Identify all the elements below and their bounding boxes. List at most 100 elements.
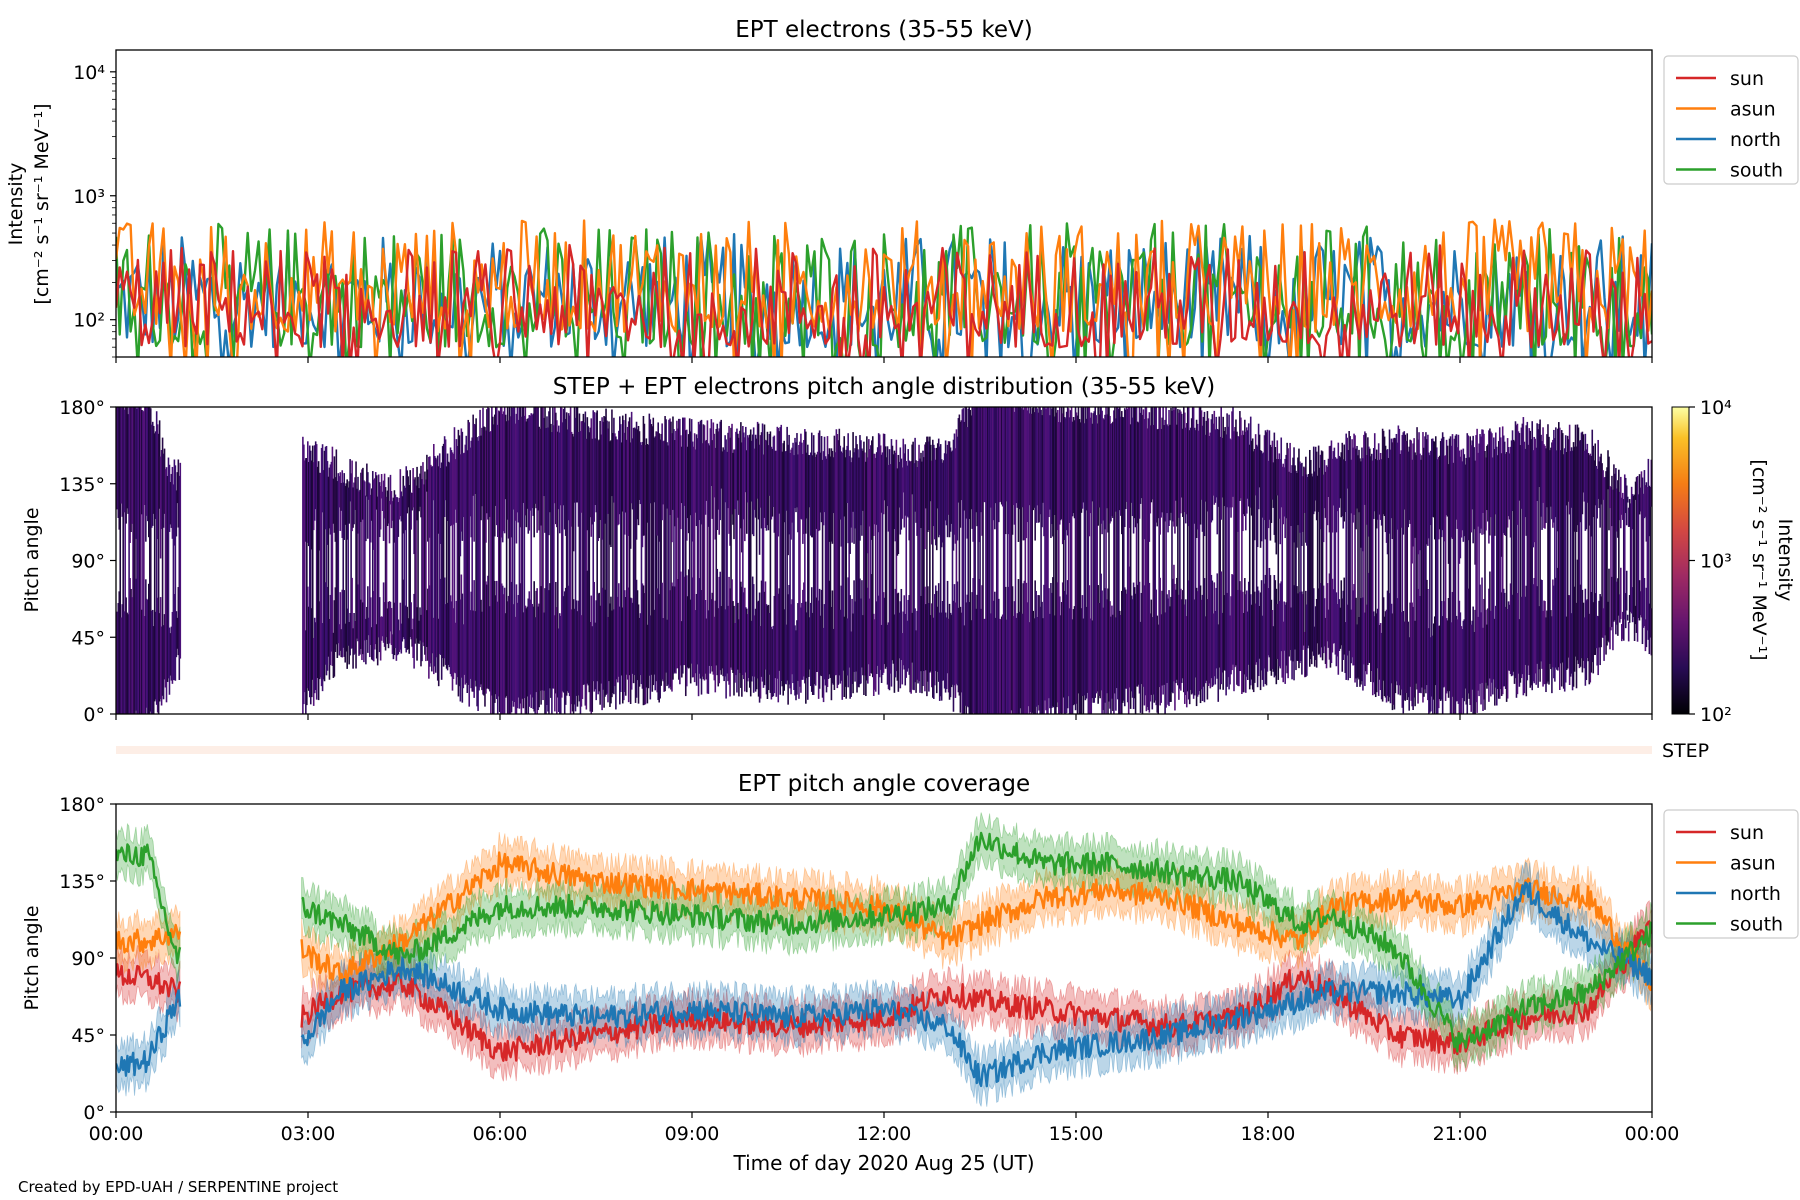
heatmap-cell bbox=[1253, 448, 1256, 541]
heatmap-cell bbox=[657, 422, 659, 700]
heatmap-cell bbox=[1098, 414, 1100, 508]
heatmap-cell bbox=[371, 471, 374, 661]
heatmap-cell bbox=[643, 593, 646, 705]
heatmap-cell bbox=[773, 435, 776, 533]
heatmap-cell bbox=[173, 593, 176, 681]
heatmap-cell bbox=[856, 444, 858, 693]
heatmap-cell bbox=[638, 617, 641, 687]
heatmap-cell bbox=[1286, 442, 1288, 674]
heatmap-cell bbox=[783, 609, 785, 691]
heatmap-cell bbox=[752, 427, 755, 537]
heatmap-cell bbox=[911, 612, 913, 663]
heatmap-cell bbox=[367, 586, 369, 653]
heatmap-cell bbox=[1603, 477, 1605, 661]
heatmap-cell bbox=[1498, 427, 1501, 699]
heatmap-cell bbox=[931, 603, 933, 688]
heatmap-cell bbox=[326, 461, 329, 545]
heatmap-cell bbox=[1196, 591, 1199, 697]
heatmap-cell bbox=[680, 435, 682, 530]
heatmap-cell bbox=[981, 407, 983, 536]
heatmap-cell bbox=[1092, 413, 1095, 703]
heatmap-cell bbox=[960, 420, 963, 501]
heatmap-cell bbox=[1637, 494, 1640, 618]
heatmap-cell bbox=[1565, 616, 1568, 670]
heatmap-cell bbox=[904, 444, 907, 516]
heatmap-cell bbox=[1066, 407, 1069, 536]
heatmap-cell bbox=[850, 462, 852, 528]
heatmap-cell bbox=[720, 419, 722, 489]
heatmap-cell bbox=[747, 437, 750, 678]
heatmap-cell bbox=[1412, 443, 1414, 547]
heatmap-cell bbox=[1026, 602, 1029, 714]
heatmap-cell bbox=[953, 584, 956, 686]
heatmap-cell bbox=[1640, 471, 1643, 618]
heatmap-cell bbox=[117, 407, 120, 518]
x-tick-label: 15:00 bbox=[1049, 1123, 1104, 1145]
heatmap-cell bbox=[1242, 430, 1244, 532]
heatmap-cell bbox=[704, 600, 707, 674]
heatmap-cell bbox=[1239, 581, 1241, 672]
heatmap-cell bbox=[600, 434, 602, 684]
heatmap-cell bbox=[898, 612, 901, 659]
heatmap-cell bbox=[1558, 427, 1561, 690]
y-tick-label: 90° bbox=[71, 948, 105, 970]
heatmap-cell bbox=[944, 440, 947, 521]
heatmap-cell bbox=[1532, 450, 1534, 548]
heatmap-cell bbox=[726, 451, 728, 674]
heatmap-cell bbox=[1284, 604, 1286, 684]
heatmap-cell bbox=[776, 426, 779, 679]
heatmap-cell bbox=[1380, 632, 1383, 700]
heatmap-cell bbox=[627, 587, 630, 703]
heatmap-cell bbox=[495, 580, 498, 700]
heatmap-cell bbox=[1447, 598, 1450, 698]
heatmap-cell bbox=[765, 440, 768, 531]
heatmap-cell bbox=[486, 584, 488, 689]
heatmap-cell bbox=[1568, 595, 1571, 686]
heatmap-cell bbox=[1449, 436, 1452, 714]
heatmap-cell bbox=[594, 438, 597, 506]
heatmap-cell bbox=[1069, 410, 1072, 714]
heatmap-cell bbox=[391, 634, 394, 654]
heatmap-cell bbox=[1587, 453, 1590, 662]
heatmap-cell bbox=[583, 422, 586, 685]
heatmap-cell bbox=[1321, 451, 1324, 661]
heatmap-cell bbox=[1609, 627, 1611, 650]
heatmap-cell bbox=[938, 446, 941, 535]
heatmap-cell bbox=[840, 451, 843, 547]
heatmap-cell bbox=[1312, 588, 1315, 656]
x-tick-label: 12:00 bbox=[857, 1123, 912, 1145]
heatmap-cell bbox=[1547, 424, 1549, 682]
heatmap-cell bbox=[1470, 445, 1472, 533]
heatmap-cell bbox=[1345, 433, 1347, 680]
heatmap-cell bbox=[986, 407, 988, 714]
heatmap-cell bbox=[534, 407, 536, 504]
heatmap-cell bbox=[1201, 425, 1204, 532]
heatmap-cell bbox=[899, 601, 902, 689]
heatmap-cell bbox=[349, 612, 351, 656]
heatmap-cell bbox=[508, 407, 511, 714]
heatmap-cell bbox=[1262, 452, 1265, 687]
heatmap-cell bbox=[1442, 436, 1445, 688]
heatmap-cell bbox=[1203, 411, 1206, 537]
heatmap-cell bbox=[1585, 600, 1588, 681]
heatmap-cell bbox=[489, 431, 491, 517]
heatmap-cell bbox=[1120, 411, 1123, 535]
heatmap-cell bbox=[1057, 582, 1059, 703]
heatmap-cell bbox=[1636, 476, 1639, 642]
heatmap-cell bbox=[438, 453, 441, 654]
heatmap-cell bbox=[1198, 407, 1201, 692]
heatmap-cell bbox=[1204, 434, 1207, 502]
heatmap-cell bbox=[1170, 407, 1172, 513]
heatmap-cell bbox=[1528, 428, 1531, 676]
panel1-ylabel-line1: Intensity bbox=[5, 163, 27, 246]
heatmap-cell bbox=[960, 612, 963, 693]
heatmap-cell bbox=[1460, 626, 1463, 714]
heatmap-cell bbox=[889, 464, 892, 674]
heatmap-cell bbox=[1181, 413, 1183, 498]
heatmap-cell bbox=[1441, 432, 1444, 531]
heatmap-cell bbox=[623, 432, 626, 535]
heatmap-cell bbox=[1267, 460, 1270, 529]
heatmap-cell bbox=[1162, 407, 1164, 695]
heatmap-cell bbox=[1091, 620, 1094, 699]
heatmap-cell bbox=[1093, 411, 1096, 703]
